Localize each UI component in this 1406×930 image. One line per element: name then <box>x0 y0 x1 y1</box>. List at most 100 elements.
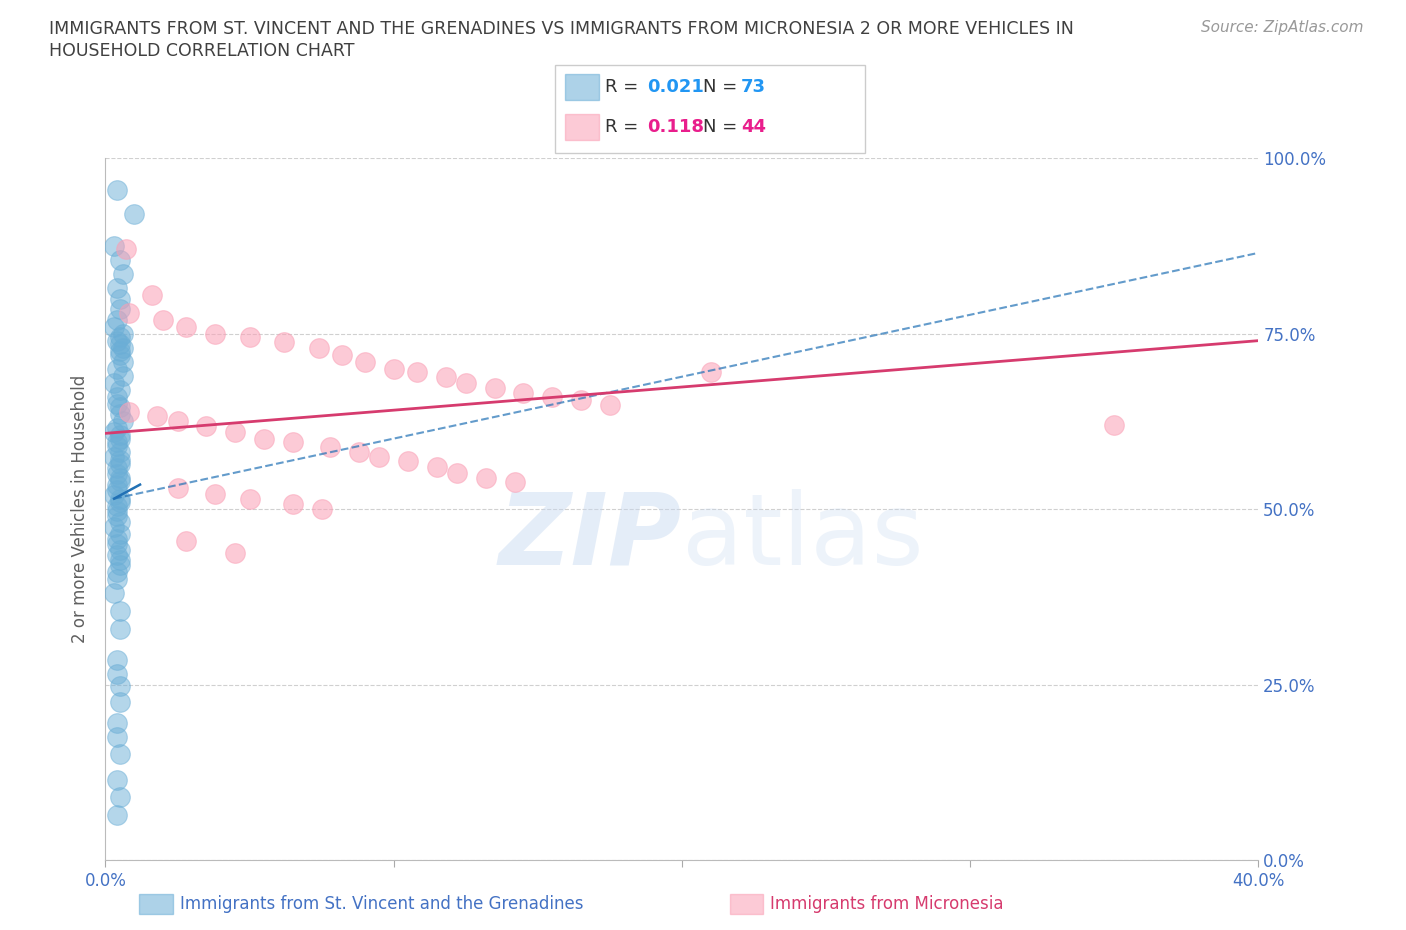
Point <box>105 730 128 745</box>
Point <box>105 653 128 668</box>
Point <box>311 502 333 517</box>
Point <box>105 548 128 563</box>
Point <box>108 453 131 468</box>
Text: atlas: atlas <box>682 489 924 586</box>
Point <box>108 542 131 557</box>
Point <box>382 362 405 377</box>
Text: Source: ZipAtlas.com: Source: ZipAtlas.com <box>1201 20 1364 35</box>
Text: 44: 44 <box>741 118 766 137</box>
Y-axis label: 2 or more Vehicles in Household: 2 or more Vehicles in Household <box>72 375 90 644</box>
Point <box>347 445 370 459</box>
Point <box>503 475 526 490</box>
Point <box>108 746 131 761</box>
Point <box>108 291 131 306</box>
Point <box>475 471 498 485</box>
Point <box>103 319 125 334</box>
Point <box>105 281 128 296</box>
Point <box>105 503 128 518</box>
Point <box>105 807 128 822</box>
Point <box>103 449 125 464</box>
Point <box>166 481 188 496</box>
Point <box>108 432 131 446</box>
Point <box>239 330 262 345</box>
Text: R =: R = <box>605 78 644 97</box>
Point <box>105 390 128 405</box>
Point <box>108 407 131 422</box>
Text: HOUSEHOLD CORRELATION CHART: HOUSEHOLD CORRELATION CHART <box>49 42 354 60</box>
Point <box>174 319 197 334</box>
Point <box>105 509 128 524</box>
Point <box>108 445 131 459</box>
Point <box>108 695 131 710</box>
Point <box>108 337 131 352</box>
Point <box>111 340 134 355</box>
Point <box>105 716 128 731</box>
Text: N =: N = <box>703 118 742 137</box>
Point <box>108 552 131 567</box>
Point <box>204 486 226 501</box>
Point <box>105 435 128 450</box>
Text: ZIP: ZIP <box>499 489 682 586</box>
Point <box>405 365 427 379</box>
Point <box>195 418 218 433</box>
Point <box>599 398 621 413</box>
Point <box>700 365 723 379</box>
Point <box>105 477 128 492</box>
Point <box>396 454 419 469</box>
Point <box>108 473 131 488</box>
Point <box>146 409 169 424</box>
Point <box>224 545 246 560</box>
Point <box>108 301 131 316</box>
Point <box>108 428 131 443</box>
Point <box>105 565 128 579</box>
Point <box>108 471 131 485</box>
Point <box>239 491 262 506</box>
Point <box>319 440 342 455</box>
Point <box>108 330 131 345</box>
Point <box>108 347 131 362</box>
Point <box>108 621 131 636</box>
Point <box>281 496 304 511</box>
Point <box>273 335 295 350</box>
Text: 73: 73 <box>741 78 766 97</box>
Point <box>569 392 592 407</box>
Point <box>105 421 128 436</box>
Point <box>224 424 246 439</box>
Point <box>541 390 564 405</box>
Point <box>108 514 131 529</box>
Point <box>105 396 128 411</box>
Point <box>103 238 125 253</box>
Point <box>108 495 131 510</box>
Point <box>117 405 139 419</box>
Point <box>174 533 197 548</box>
Point <box>152 312 174 327</box>
Text: IMMIGRANTS FROM ST. VINCENT AND THE GRENADINES VS IMMIGRANTS FROM MICRONESIA 2 O: IMMIGRANTS FROM ST. VINCENT AND THE GREN… <box>49 20 1074 38</box>
Point <box>105 439 128 454</box>
Point <box>204 326 226 341</box>
Point <box>105 531 128 546</box>
Point <box>117 305 139 320</box>
Point <box>103 519 125 534</box>
Point <box>512 386 534 401</box>
Point <box>105 461 128 476</box>
Point <box>108 679 131 694</box>
Point <box>108 526 131 541</box>
Point <box>103 424 125 439</box>
Point <box>108 344 131 359</box>
Point <box>103 376 125 391</box>
Point <box>108 558 131 573</box>
Point <box>108 382 131 397</box>
Point <box>484 381 506 396</box>
Point <box>434 370 457 385</box>
Point <box>105 667 128 682</box>
Point <box>124 206 146 221</box>
Point <box>105 467 128 482</box>
Point <box>281 435 304 450</box>
Point <box>108 252 131 267</box>
Point <box>111 354 134 369</box>
Point <box>446 465 468 480</box>
Point <box>105 772 128 787</box>
Text: N =: N = <box>703 78 742 97</box>
Point <box>1102 418 1125 432</box>
Point <box>368 449 391 464</box>
